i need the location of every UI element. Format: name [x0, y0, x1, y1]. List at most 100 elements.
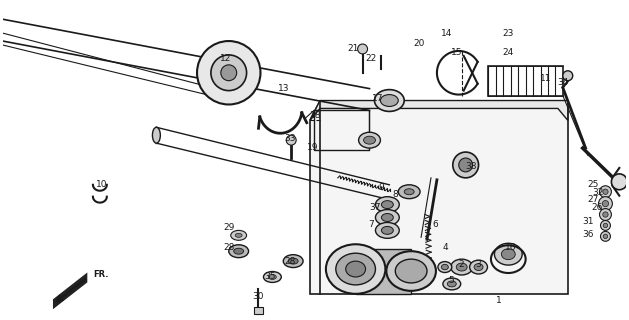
Bar: [355, 249, 411, 294]
Text: 38: 38: [465, 163, 476, 172]
Circle shape: [459, 158, 472, 172]
Circle shape: [603, 223, 608, 228]
Text: 15: 15: [451, 48, 462, 57]
Text: 11: 11: [540, 74, 552, 83]
Ellipse shape: [438, 262, 452, 273]
Ellipse shape: [381, 213, 393, 221]
Text: 9: 9: [379, 183, 384, 192]
Text: 10: 10: [96, 180, 108, 189]
Polygon shape: [53, 272, 87, 309]
Ellipse shape: [234, 248, 243, 254]
Text: 28: 28: [223, 243, 235, 252]
Text: 18: 18: [310, 111, 322, 120]
Text: 1: 1: [496, 296, 501, 305]
Text: 16: 16: [504, 243, 516, 252]
Ellipse shape: [381, 201, 393, 209]
Ellipse shape: [443, 278, 460, 290]
Bar: [314, 110, 369, 150]
Circle shape: [286, 135, 296, 145]
Bar: [489, 66, 563, 96]
Circle shape: [599, 197, 613, 211]
Text: 3: 3: [476, 260, 481, 268]
Text: 4: 4: [443, 243, 448, 252]
Text: 8: 8: [392, 190, 398, 199]
Polygon shape: [310, 100, 568, 294]
Text: 35: 35: [265, 272, 276, 282]
Text: 13: 13: [277, 84, 289, 93]
Text: 33: 33: [284, 134, 296, 143]
Ellipse shape: [269, 275, 276, 279]
Text: 2: 2: [458, 260, 464, 268]
Ellipse shape: [404, 189, 414, 195]
Ellipse shape: [451, 259, 472, 275]
Circle shape: [453, 152, 479, 178]
Ellipse shape: [470, 260, 487, 274]
Text: 7: 7: [369, 220, 374, 229]
Ellipse shape: [364, 136, 376, 144]
Text: 12: 12: [220, 54, 231, 63]
Text: 20: 20: [413, 38, 425, 48]
Ellipse shape: [456, 263, 467, 271]
Ellipse shape: [447, 281, 456, 287]
Circle shape: [603, 212, 608, 217]
Ellipse shape: [336, 253, 376, 285]
Ellipse shape: [474, 264, 483, 270]
Ellipse shape: [395, 259, 427, 283]
Text: FR.: FR.: [94, 270, 109, 279]
Circle shape: [603, 201, 609, 207]
Ellipse shape: [235, 233, 242, 237]
Ellipse shape: [398, 185, 420, 199]
Text: 31: 31: [582, 217, 593, 226]
Circle shape: [358, 44, 367, 54]
Ellipse shape: [346, 261, 365, 277]
Ellipse shape: [442, 264, 448, 270]
Circle shape: [603, 189, 608, 194]
Ellipse shape: [264, 272, 281, 283]
Ellipse shape: [288, 258, 298, 264]
Ellipse shape: [494, 243, 522, 265]
Text: 36: 36: [582, 230, 593, 239]
Circle shape: [611, 174, 627, 190]
Circle shape: [599, 209, 611, 220]
Ellipse shape: [229, 245, 248, 258]
Text: 21: 21: [347, 44, 359, 53]
Ellipse shape: [376, 197, 399, 212]
Text: 17: 17: [372, 94, 383, 103]
Ellipse shape: [501, 249, 515, 260]
Circle shape: [211, 55, 247, 91]
Circle shape: [563, 71, 573, 81]
Ellipse shape: [374, 90, 404, 111]
Circle shape: [599, 186, 611, 198]
Text: 25: 25: [587, 180, 598, 189]
Polygon shape: [310, 100, 568, 120]
Text: 23: 23: [503, 28, 514, 38]
Ellipse shape: [376, 210, 399, 225]
Ellipse shape: [386, 251, 436, 291]
Ellipse shape: [326, 244, 386, 294]
Text: 5: 5: [448, 276, 454, 285]
Bar: [253, 307, 264, 314]
Ellipse shape: [359, 132, 381, 148]
Text: 32: 32: [592, 188, 603, 197]
Ellipse shape: [376, 222, 399, 238]
Text: 30: 30: [253, 292, 264, 301]
Ellipse shape: [231, 230, 247, 240]
Ellipse shape: [152, 127, 160, 143]
Circle shape: [601, 220, 610, 230]
Text: 24: 24: [503, 48, 514, 57]
Circle shape: [197, 41, 260, 105]
Ellipse shape: [283, 255, 303, 268]
Circle shape: [603, 234, 608, 239]
Text: 6: 6: [432, 220, 438, 229]
Ellipse shape: [381, 95, 398, 107]
Text: 27: 27: [587, 195, 598, 204]
Text: 19: 19: [307, 143, 319, 152]
Ellipse shape: [381, 227, 393, 234]
Text: 34: 34: [557, 78, 569, 87]
Text: 22: 22: [365, 54, 376, 63]
Text: 28: 28: [284, 257, 296, 266]
Text: 14: 14: [441, 28, 452, 38]
Text: 29: 29: [223, 223, 235, 232]
Text: 26: 26: [592, 203, 603, 212]
Text: 37: 37: [370, 203, 381, 212]
